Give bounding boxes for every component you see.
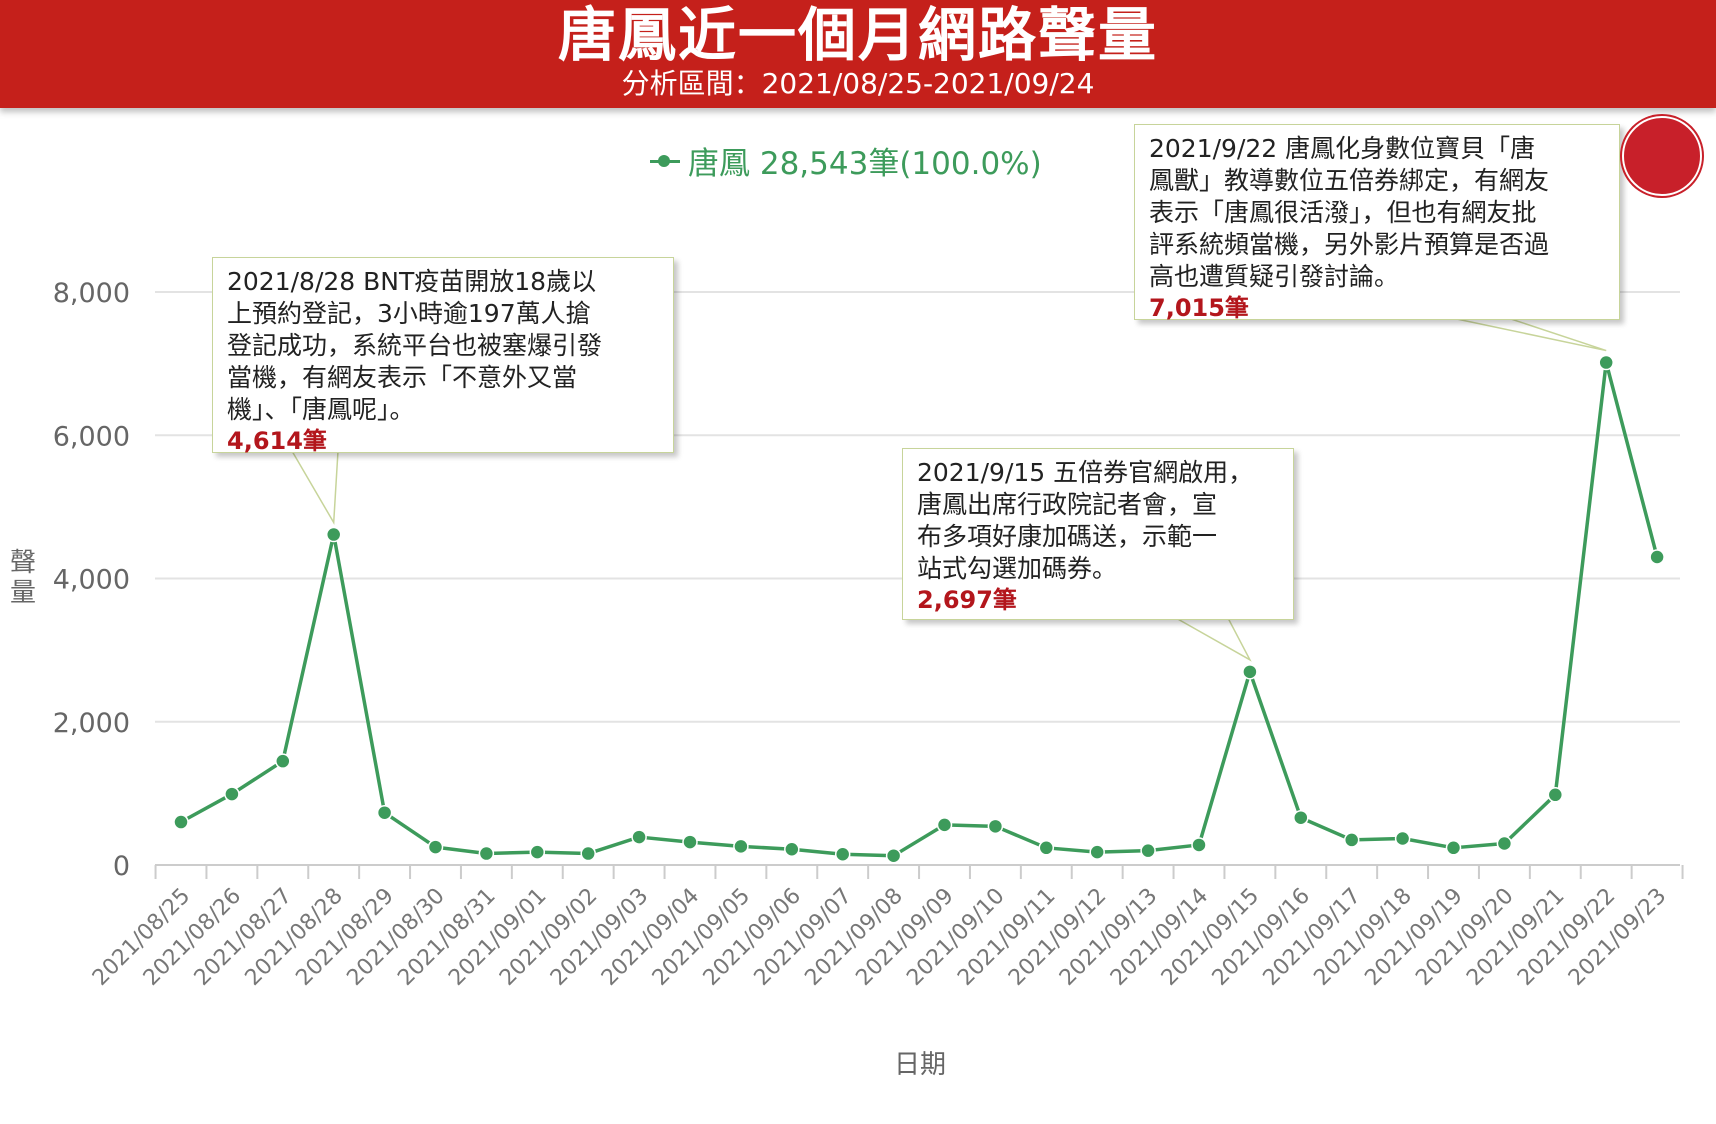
y-tick-label: 2,000	[53, 708, 130, 739]
data-point	[1089, 844, 1105, 860]
data-point	[834, 846, 851, 863]
annotation-value: 7,015筆	[1149, 294, 1249, 322]
wave-thermometer-badge-logo	[1622, 116, 1702, 196]
x-axis-label: 日期	[893, 1050, 946, 1080]
data-point	[1496, 835, 1513, 852]
annotation-callout-0922: 2021/9/22 唐鳳化身數位寶貝「唐 鳳獸」教導數位五倍券綁定，有網友 表示…	[1134, 124, 1620, 322]
y-axis-label: 聲量	[9, 548, 36, 608]
data-point	[987, 818, 1004, 835]
data-point	[427, 839, 444, 855]
data-point	[1445, 840, 1462, 856]
data-point	[885, 847, 902, 864]
legend[interactable]: 唐鳳 28,543筆(100.0%)	[650, 138, 1042, 183]
annotation-text: 2021/8/28 BNT疫苗開放18歲以 上預約登記，3小時逾197萬人搶 登…	[227, 267, 603, 424]
callout-pointer	[290, 450, 339, 526]
y-axis-ticks: 0 2,000 4,000 6,000 8,000	[53, 278, 130, 882]
header-banner: 唐鳳近一個月網路聲量 分析區間：2021/08/25-2021/09/24	[0, 0, 1716, 108]
data-point	[1293, 809, 1309, 826]
legend-label: 唐鳳 28,543筆(100.0%)	[688, 146, 1042, 182]
data-point	[325, 526, 342, 543]
data-point	[173, 814, 189, 830]
callout-pointer	[1173, 617, 1252, 662]
series-tang-feng	[173, 354, 1665, 864]
data-point	[784, 841, 800, 857]
data-point	[376, 804, 393, 821]
data-point	[1038, 840, 1055, 856]
y-tick-label: 8,000	[53, 278, 130, 309]
chart-title: 唐鳳近一個月網路聲量	[557, 1, 1158, 69]
data-point	[1547, 787, 1564, 803]
x-axis: 2021/08/252021/08/262021/08/272021/08/28…	[88, 864, 1684, 991]
annotation-text: 2021/9/22 唐鳳化身數位寶貝「唐 鳳獸」教導數位五倍券綁定，有網友 表示…	[1149, 134, 1550, 291]
data-point	[1598, 354, 1614, 371]
annotation-text: 2021/9/15 五倍券官網啟用， 唐鳳出席行政院記者會，宣 布多項好康加碼送…	[917, 458, 1254, 583]
data-point	[631, 829, 647, 845]
series-line	[180, 360, 1659, 858]
data-point	[1394, 830, 1411, 847]
chart-subtitle: 分析區間：2021/08/25-2021/09/24	[621, 67, 1095, 100]
data-point	[733, 838, 749, 855]
y-tick-label: 4,000	[53, 565, 130, 596]
annotation-callout-0915: 2021/9/15 五倍券官網啟用， 唐鳳出席行政院記者會，宣 布多項好康加碼送…	[902, 448, 1294, 620]
data-point	[224, 786, 240, 802]
data-point	[1343, 832, 1360, 848]
data-point	[1191, 837, 1207, 853]
data-point	[529, 844, 546, 860]
annotation-value: 4,614筆	[227, 427, 327, 455]
data-point	[682, 834, 698, 850]
y-tick-label: 6,000	[53, 421, 130, 452]
y-tick-label: 0	[113, 851, 130, 882]
annotation-value: 2,697筆	[917, 586, 1017, 614]
data-point	[580, 845, 596, 862]
annotation-callout-0828: 2021/8/28 BNT疫苗開放18歲以 上預約登記，3小時逾197萬人搶 登…	[212, 257, 674, 455]
data-point	[1242, 664, 1258, 680]
data-point	[478, 845, 495, 862]
legend-marker-icon	[650, 154, 680, 167]
data-point	[1140, 842, 1156, 859]
data-point	[275, 753, 291, 769]
data-point	[936, 817, 953, 833]
data-point	[1649, 549, 1665, 565]
